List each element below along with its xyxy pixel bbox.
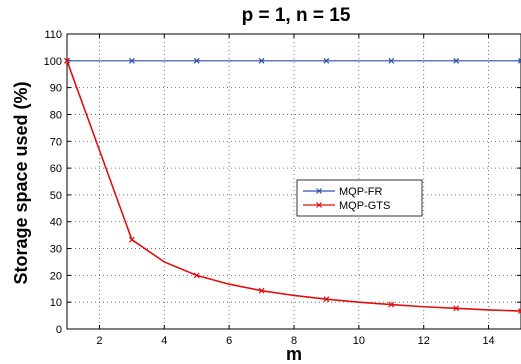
data-point-mqp-gts (64, 57, 70, 64)
y-tick-label: 60 (50, 163, 62, 175)
y-tick-label: 0 (56, 324, 62, 336)
data-point-mqp-fr (453, 57, 460, 64)
x-tick-label: 4 (161, 335, 167, 347)
chart-title: p = 1, n = 15 (242, 5, 351, 26)
y-tick-label: 80 (50, 109, 62, 121)
data-point-mqp-gts (453, 305, 460, 312)
x-tick-label: 8 (291, 335, 297, 347)
series-mqp-fr (64, 57, 521, 64)
x-tick-label: 6 (226, 335, 232, 347)
x-tick-label: 12 (418, 335, 430, 347)
data-point-mqp-gts (128, 236, 135, 243)
legend-marker (316, 188, 322, 194)
data-point-mqp-fr (258, 57, 265, 64)
x-axis-label: m (286, 344, 302, 364)
y-tick-label: 100 (44, 56, 62, 68)
legend: MQP-FR MQP-GTS (296, 179, 423, 217)
data-point-mqp-gts (388, 301, 395, 308)
legend-entry: MQP-GTS (339, 200, 390, 212)
y-tick-label: 10 (50, 297, 62, 309)
data-point-mqp-fr (128, 57, 135, 64)
x-tick-label: 14 (482, 335, 494, 347)
axis-ticks: 0 10 20 30 40 50 60 70 80 90 100 110 2 4 6 8 10 12 14 (44, 29, 521, 347)
x-tick-label: 10 (353, 335, 365, 347)
series-line-mqp-gts (66, 60, 521, 312)
data-point-mqp-fr (323, 57, 330, 64)
series-mqp-gts (64, 57, 521, 314)
data-point-mqp-gts (258, 287, 265, 294)
data-point-mqp-gts (518, 308, 521, 314)
grid-lines (67, 34, 521, 329)
y-axis-label: Storage space used (%) (11, 81, 31, 284)
legend-box (296, 179, 423, 217)
series-layer (64, 57, 521, 314)
y-tick-label: 70 (50, 136, 62, 148)
x-tick-label: 2 (96, 335, 102, 347)
data-point-mqp-gts (193, 272, 200, 279)
data-point-mqp-fr (518, 57, 521, 64)
y-tick-label: 50 (50, 190, 62, 202)
data-point-mqp-fr (388, 57, 395, 64)
data-point-mqp-fr (193, 57, 200, 64)
y-tick-label: 20 (50, 270, 62, 282)
data-point-mqp-gts (323, 296, 330, 303)
y-tick-label: 30 (50, 244, 62, 256)
y-tick-label: 40 (50, 217, 62, 229)
y-tick-label: 110 (44, 29, 62, 41)
legend-marker (316, 202, 322, 208)
legend-entry: MQP-FR (339, 186, 382, 198)
y-tick-label: 90 (50, 83, 62, 95)
